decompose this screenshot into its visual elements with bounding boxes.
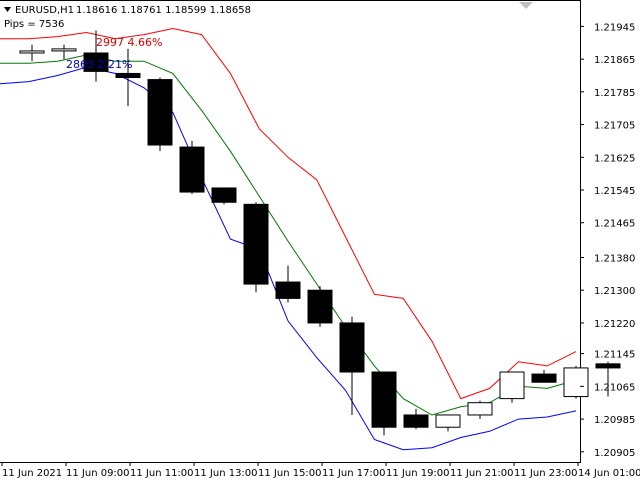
price-tick-label: 1.21945 [594,22,635,33]
candle-body-bear [115,72,141,79]
time-tick-label: 11 Jun 09:00 [66,468,130,479]
middle-band-line [0,54,577,416]
time-tick-label: 11 Jun 23:00 [514,468,578,479]
time-tick-label: 11 Jun 11:00 [130,468,194,479]
price-tick-label: 1.21705 [594,121,635,132]
candle-body-bear [179,146,205,193]
candle-body-bear [147,79,173,146]
candle-body-bear [83,52,109,72]
candle-body-bull [467,402,493,416]
price-tick-label: 1.21145 [594,350,635,361]
triangle-down-icon[interactable] [4,7,11,12]
candle-body-bear [243,203,269,285]
candle-body-bull [19,50,45,54]
price-axis: 1.21945 1.21865 1.21785 1.21705 1.21625 1.215… [580,22,635,459]
candle [531,369,557,383]
lower-band-line [0,66,577,451]
price-tick-label: 1.21065 [594,382,635,393]
time-tick-label: 11 Jun 15:00 [258,468,322,479]
price-tick-label: 1.21785 [594,88,635,99]
candle [595,361,621,397]
price-tick-label: 1.20985 [594,415,635,426]
candles-layer [19,30,621,436]
candle-body-bear [403,414,429,428]
candle [147,77,173,152]
candle-body-bear [275,281,301,299]
candle [83,30,109,82]
price-tick-label: 1.21380 [594,253,635,264]
candle [339,316,365,415]
candle-body-bull [51,48,77,52]
candle [115,48,141,107]
scroll-end-icon[interactable] [519,2,533,9]
candle-body-bear [339,322,365,373]
candle [371,371,397,436]
time-tick-label: 14 Jun 01:00 [578,468,640,479]
time-tick-label: 11 Jun 19:00 [386,468,450,479]
price-tick-label: 1.21545 [594,186,635,197]
upper-band-line [0,27,577,400]
candle-body-bull [563,367,589,398]
candle-body-bull [499,371,525,400]
lower-annotation: 2863 2.21% [66,58,132,71]
pips-label: Pips = 7536 [4,19,64,30]
price-tick-label: 1.20905 [594,448,635,459]
candle [51,44,77,60]
candle [19,44,45,62]
candle [563,365,589,399]
price-tick-label: 1.21865 [594,55,635,66]
price-tick-label: 1.21625 [594,153,635,164]
time-axis: 11 Jun 2021 11 Jun 09:00 11 Jun 11:00 11 Ju… [1,462,640,479]
price-tick-label: 1.21220 [594,319,635,330]
candle-body-bear [531,373,557,383]
candle-body-bull [435,414,461,428]
candle [307,286,333,328]
candle [403,408,429,430]
time-tick-label: 11 Jun 17:00 [322,468,386,479]
symbol-label: EURUSD,H1 [15,5,74,16]
candle [179,140,205,195]
candle [243,202,269,293]
time-tick-label: 11 Jun 21:00 [450,468,514,479]
bands-layer [0,27,577,451]
candle [467,400,493,420]
price-tick-label: 1.21465 [594,219,635,230]
candle-body-bear [371,371,397,428]
price-tick-label: 1.21300 [594,286,635,297]
ohlc-values: 1.18616 1.18761 1.18599 1.18658 [76,5,251,16]
candle-body-bear [595,363,621,369]
candle [211,187,237,205]
candle [275,265,301,303]
upper-annotation: 2997 4.66% [96,36,162,49]
time-tick-label: 11 Jun 13:00 [194,468,258,479]
candle-body-bear [211,187,237,203]
time-tick-label: 11 Jun 2021 [2,468,62,479]
candle [499,371,525,403]
candle-body-bear [307,289,333,324]
candle [435,414,461,432]
